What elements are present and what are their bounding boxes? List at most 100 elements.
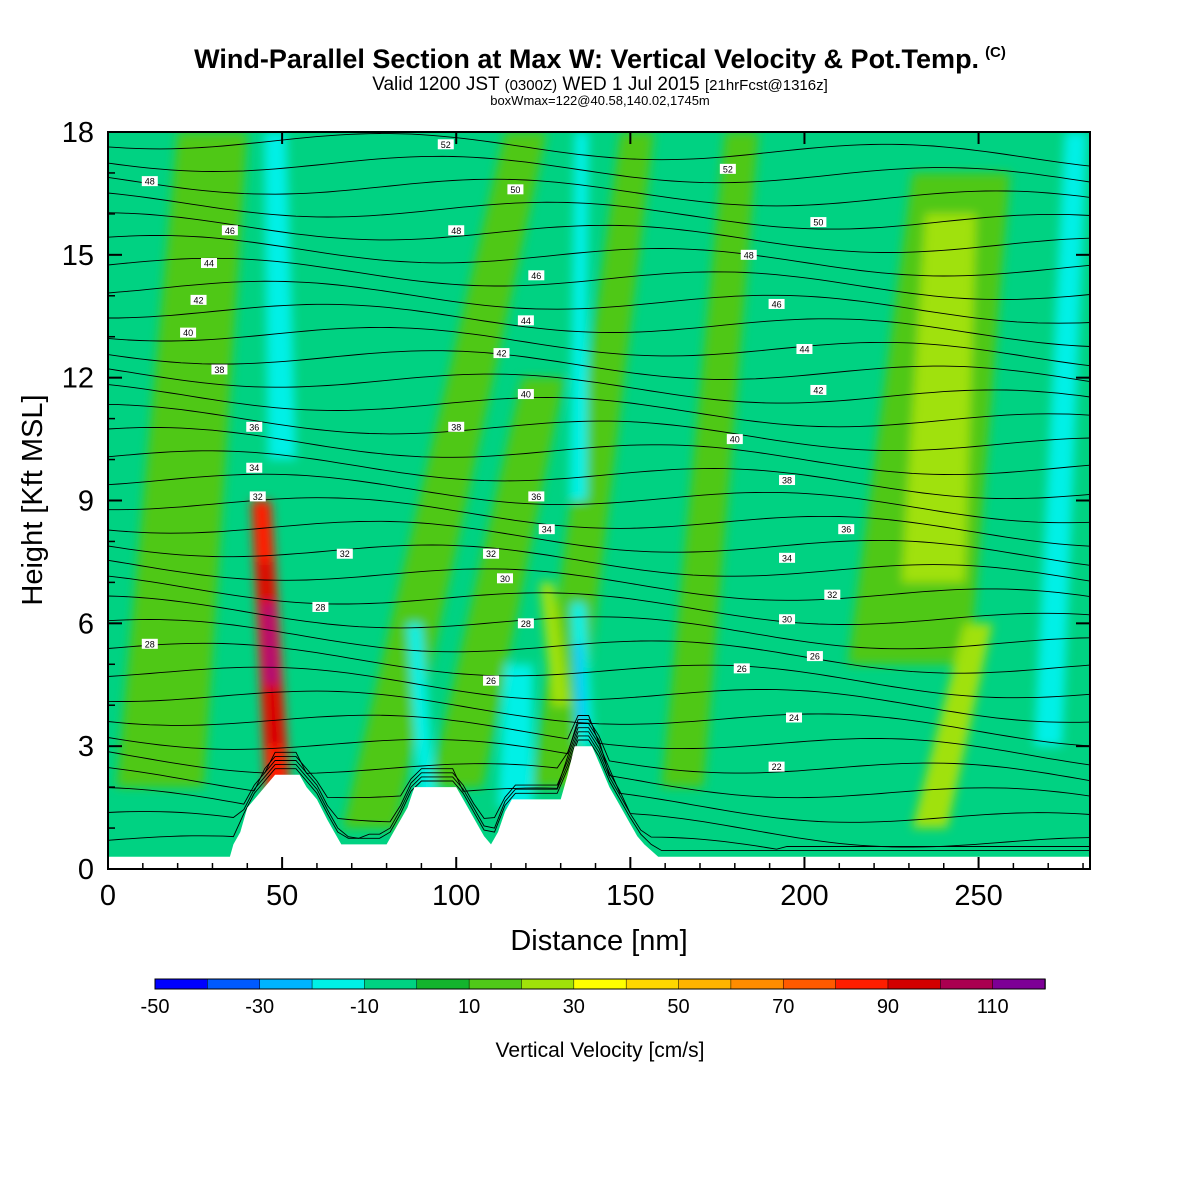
- svg-text:48: 48: [451, 226, 461, 236]
- colorbar-frame: [154, 978, 1046, 990]
- isentrope-label: 26: [733, 663, 750, 674]
- colorbar-swatch: [311, 978, 366, 990]
- isentrope-label: 28: [517, 618, 534, 629]
- svg-text:36: 36: [249, 422, 259, 432]
- colorbar-tick-label: 10: [458, 996, 480, 1018]
- svg-text:48: 48: [145, 177, 155, 187]
- isentrope-label: 46: [768, 298, 785, 309]
- isentrope-label: 52: [719, 163, 736, 174]
- y-tick-label: 6: [78, 608, 94, 640]
- svg-text:46: 46: [531, 271, 541, 281]
- x-tick-label: 100: [432, 880, 480, 912]
- colorbar-swatch: [573, 978, 627, 990]
- svg-text:48: 48: [744, 250, 754, 260]
- isentrope-label: 42: [810, 384, 827, 395]
- y-axis-label: Height [Kft MSL]: [17, 394, 49, 605]
- colorbar-swatch: [364, 978, 418, 990]
- isentrope-line: [108, 619, 1090, 674]
- isentrope-label: 38: [779, 475, 796, 486]
- x-axis-label: Distance [nm]: [510, 925, 687, 957]
- plot-area: 22 24 26 26 26 28 28 28 30 30 32 32 32 34 34 36 36 38 34 32…: [107, 131, 1091, 870]
- colorbar-swatch: [782, 978, 837, 990]
- isentrope-label: 30: [779, 614, 796, 625]
- isentrope-label: 32: [824, 589, 841, 600]
- colorbar-swatch: [154, 978, 209, 990]
- svg-text:50: 50: [813, 218, 823, 228]
- svg-text:40: 40: [730, 435, 740, 445]
- vertical-velocity-cell: [498, 664, 533, 808]
- isentrope-line: [108, 723, 1090, 799]
- svg-text:38: 38: [451, 422, 461, 432]
- vertical-velocity-cell: [407, 623, 438, 808]
- isentrope-label: 50: [810, 217, 827, 228]
- svg-text:28: 28: [521, 619, 531, 629]
- vertical-velocity-cell: [569, 132, 589, 501]
- isentrope-line: [108, 176, 1090, 207]
- isentrope-label: 32: [249, 491, 266, 502]
- isentrope-line: [108, 666, 1090, 723]
- colorbar-tick-label: 30: [563, 996, 585, 1018]
- colorbar-swatch: [259, 978, 313, 990]
- svg-text:42: 42: [813, 385, 823, 395]
- vertical-velocity-cell: [901, 213, 976, 583]
- isentrope-label: 44: [200, 258, 217, 269]
- colorbar-tick-label: 110: [977, 996, 1009, 1018]
- colorbar-swatch: [207, 978, 261, 990]
- colorbar-tick-label: -50: [141, 996, 170, 1018]
- isentrope-line: [108, 368, 1090, 404]
- isentrope-line: [108, 559, 1090, 601]
- isentrope-label: 28: [312, 601, 329, 612]
- svg-text:30: 30: [782, 615, 792, 625]
- isentrope-line: [108, 575, 1090, 625]
- isentrope-line: [108, 473, 1090, 524]
- isentrope-label: 46: [528, 270, 545, 281]
- copyright-mark: (C): [985, 44, 1006, 61]
- isentrope-line: [108, 642, 1090, 699]
- colorbar-label: Vertical Velocity [cm/s]: [496, 1039, 705, 1062]
- colorbar-swatch: [416, 978, 470, 990]
- svg-text:24: 24: [789, 713, 799, 723]
- svg-text:44: 44: [204, 259, 214, 269]
- chart-title: Wind-Parallel Section at Max W: Vertical…: [194, 44, 1006, 74]
- colorbar-tick-label: 50: [667, 996, 689, 1018]
- isentrope-label: 28: [141, 638, 158, 649]
- isentrope-label: 22: [768, 761, 785, 772]
- isentrope-label: 38: [448, 421, 465, 432]
- isentrope-line: [108, 350, 1090, 383]
- svg-text:42: 42: [194, 295, 204, 305]
- y-tick-label: 3: [78, 731, 94, 763]
- isentrope-label: 40: [726, 434, 743, 445]
- svg-text:38: 38: [214, 365, 224, 375]
- isentrope-line: [108, 257, 1090, 300]
- svg-text:32: 32: [827, 590, 837, 600]
- svg-text:36: 36: [531, 492, 541, 502]
- isentrope-label: 30: [496, 573, 513, 584]
- isentrope-line: [108, 280, 1090, 324]
- colorbar-tick-label: -30: [245, 996, 274, 1018]
- svg-text:28: 28: [315, 602, 325, 612]
- svg-text:40: 40: [521, 390, 531, 400]
- svg-text:38: 38: [782, 476, 792, 486]
- colorbar-swatch: [992, 978, 1046, 990]
- chart-subtitle-valid: Valid 1200 JST (0300Z) WED 1 Jul 2015 [2…: [372, 74, 828, 95]
- x-tick-label: 200: [780, 880, 828, 912]
- svg-text:44: 44: [521, 316, 531, 326]
- vertical-velocity-cell: [912, 623, 993, 829]
- colorbar-swatch: [678, 978, 732, 990]
- isentrope-line: [108, 727, 1090, 823]
- isentrope-line: [108, 192, 1090, 230]
- svg-text:22: 22: [772, 762, 782, 772]
- x-tick-label: 150: [606, 880, 654, 912]
- svg-text:52: 52: [723, 164, 733, 174]
- vertical-velocity-cell: [264, 132, 297, 460]
- isentrope-label: 50: [507, 184, 524, 195]
- svg-text:40: 40: [183, 328, 193, 338]
- svg-text:52: 52: [441, 140, 451, 150]
- isentrope-label: 48: [448, 225, 465, 236]
- svg-text:34: 34: [249, 463, 259, 473]
- isentrope-line: [108, 403, 1090, 452]
- svg-text:28: 28: [145, 639, 155, 649]
- svg-text:26: 26: [486, 676, 496, 686]
- isentrope-line: [108, 303, 1090, 347]
- isentrope-line: [108, 714, 1090, 766]
